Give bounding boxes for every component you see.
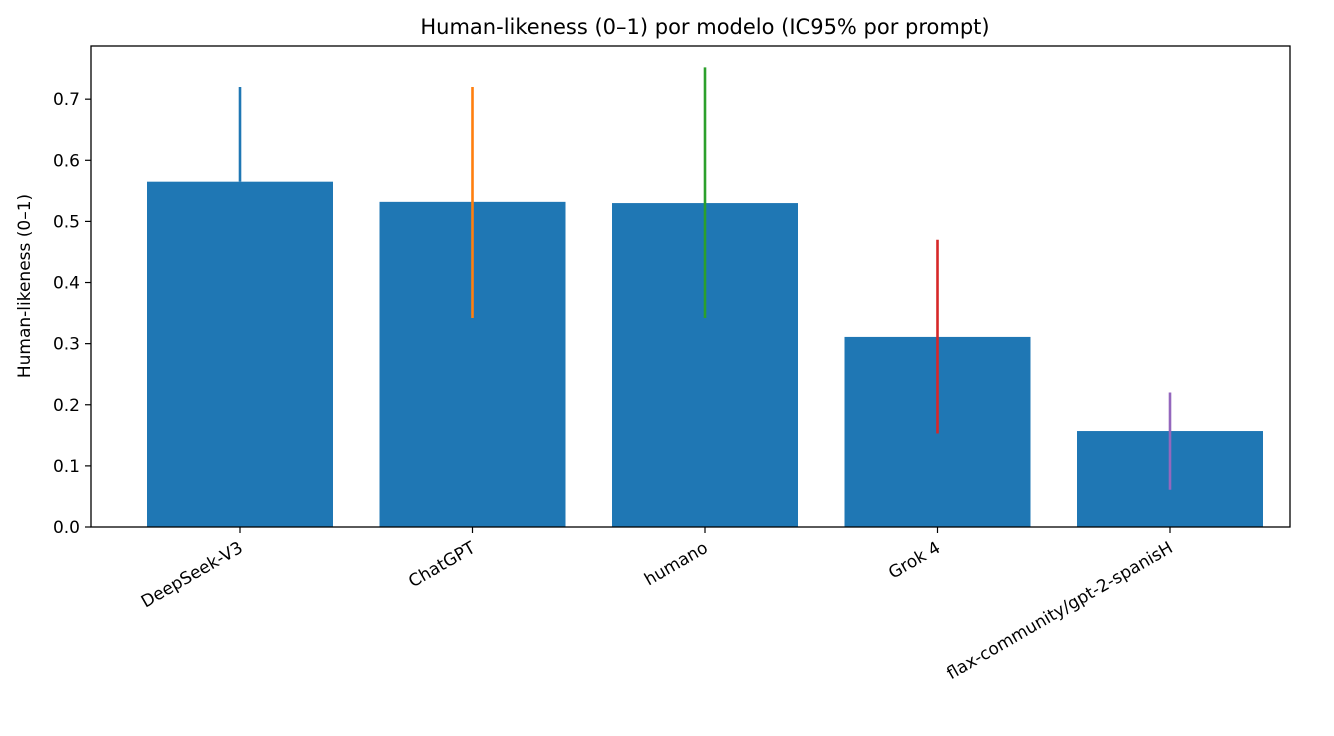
y-tick-label: 0.3: [53, 335, 80, 355]
error-bars-layer: [238, 67, 1172, 490]
bar-deepseek-v3: [147, 181, 333, 527]
y-tick-label: 0.4: [53, 274, 80, 294]
y-axis-label: Human-likeness (0–1): [15, 194, 35, 378]
x-tick-label: ChatGPT: [405, 538, 479, 592]
y-tick-label: 0.0: [53, 518, 80, 538]
y-axis: 0.0 0.1 0.2 0.3 0.4 0.5 0.6 0.7: [53, 90, 91, 538]
y-tick-label: 0.5: [53, 212, 80, 232]
x-axis: DeepSeek-V3 ChatGPT humano Grok 4 flax-commu…: [138, 527, 1177, 684]
chart-title: Human-likeness (0–1) por modelo (IC95% p…: [420, 15, 989, 39]
x-tick-label: DeepSeek-V3: [138, 538, 247, 612]
y-tick-label: 0.1: [53, 457, 80, 477]
x-tick-label: humano: [641, 538, 711, 590]
x-tick-label: flax-community/gpt-2-spanisH: [944, 538, 1177, 684]
y-tick-label: 0.2: [53, 396, 80, 416]
y-tick-label: 0.7: [53, 90, 80, 110]
y-tick-label: 0.6: [53, 151, 80, 171]
x-tick-label: Grok 4: [885, 538, 944, 583]
plot-frame: [90, 45, 1291, 528]
